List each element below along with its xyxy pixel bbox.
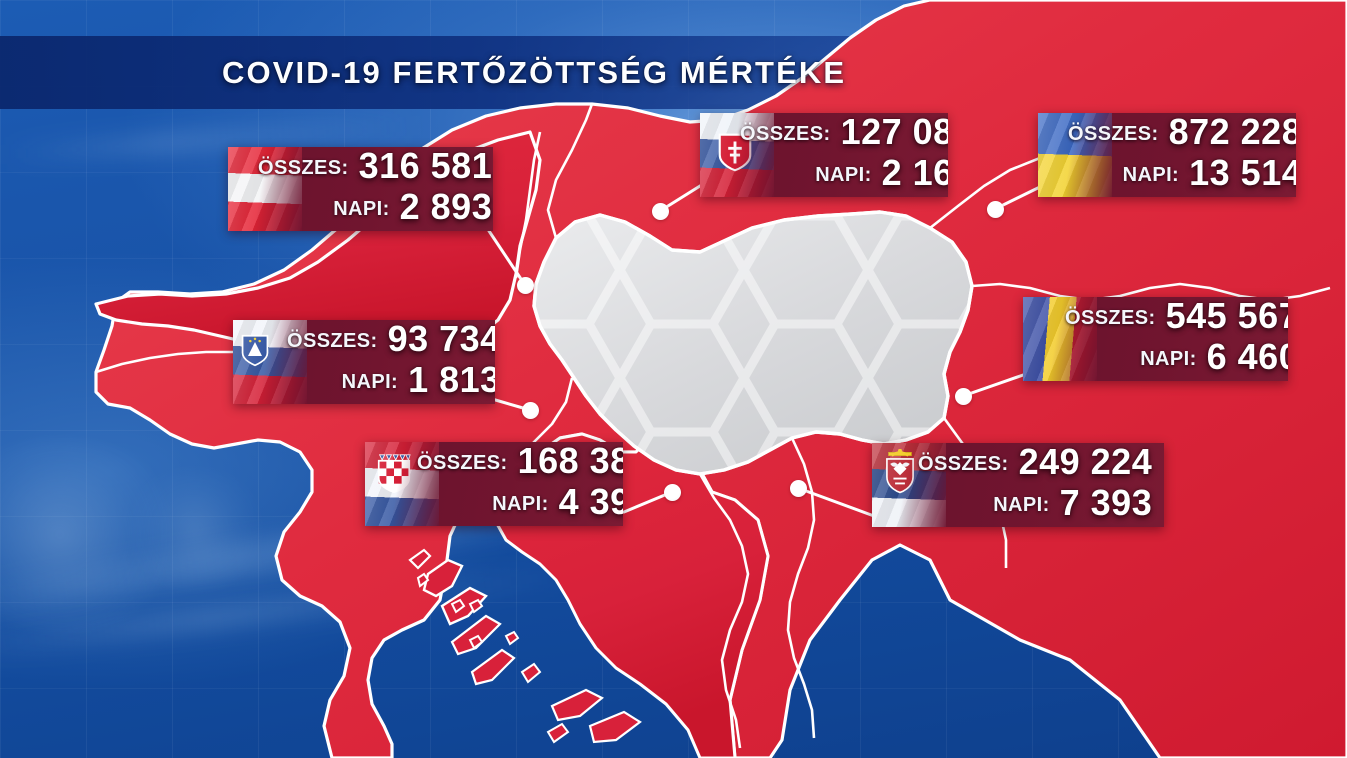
map-dot-slovakia[interactable] xyxy=(651,202,669,220)
connector-serbia xyxy=(796,486,876,518)
slovenia-crest-icon xyxy=(241,334,269,367)
page-title: COVID-19 FERTŐZÖTTSÉG MÉRTÉKE xyxy=(222,55,847,90)
daily-label-slovakia: NAPI: xyxy=(815,164,872,186)
daily-value-slovakia: 2 166 xyxy=(881,152,948,193)
total-label-austria: ÖSSZES: xyxy=(258,157,349,179)
total-label-slovenia: ÖSSZES: xyxy=(287,330,378,352)
daily-value-serbia: 7 393 xyxy=(1059,482,1153,523)
daily-label-serbia: NAPI: xyxy=(993,494,1050,516)
map-dot-slovenia[interactable] xyxy=(521,401,539,419)
info-box-slovakia[interactable]: ÖSSZES: 127 087 NAPI: 2 166 xyxy=(700,113,948,197)
total-label-serbia: ÖSSZES: xyxy=(918,453,1009,475)
connector-ukraine xyxy=(993,182,1048,211)
daily-value-slovenia: 1 813 xyxy=(408,359,495,400)
total-label-slovakia: ÖSSZES: xyxy=(740,123,831,145)
total-label-ukraine: ÖSSZES: xyxy=(1068,123,1159,145)
background-glow-3 xyxy=(120,470,270,590)
hungary-shape xyxy=(532,210,974,476)
total-value-austria: 316 581 xyxy=(358,147,493,186)
total-label-croatia: ÖSSZES: xyxy=(417,452,508,474)
flag-austria-icon xyxy=(228,147,302,231)
map-dot-austria[interactable] xyxy=(516,276,534,294)
map-dot-romania[interactable] xyxy=(954,387,972,405)
daily-value-ukraine: 13 514 xyxy=(1189,152,1296,193)
connector-romania xyxy=(961,372,1028,398)
daily-label-croatia: NAPI: xyxy=(492,493,549,515)
daily-label-slovenia: NAPI: xyxy=(341,371,399,393)
total-label-romania: ÖSSZES: xyxy=(1065,307,1156,329)
croatia-crest-icon xyxy=(377,454,411,493)
map-dot-ukraine[interactable] xyxy=(986,200,1004,218)
info-box-serbia[interactable]: ÖSSZES: 249 224 NAPI: 7 393 xyxy=(872,443,1164,527)
flag-serbia-icon xyxy=(872,443,946,527)
flag-romania-icon xyxy=(1023,297,1097,381)
flag-slovakia-icon xyxy=(700,113,774,197)
daily-value-austria: 2 893 xyxy=(399,186,493,227)
total-value-slovenia: 93 734 xyxy=(387,320,495,359)
total-value-croatia: 168 388 xyxy=(517,442,623,481)
connector-austria xyxy=(487,229,527,287)
info-box-romania[interactable]: ÖSSZES: 545 567 NAPI: 6 460 xyxy=(1023,297,1288,381)
total-value-ukraine: 872 228 xyxy=(1168,113,1296,152)
total-value-serbia: 249 224 xyxy=(1018,443,1153,482)
serbia-crest-icon xyxy=(886,449,914,494)
info-box-slovenia[interactable]: ÖSSZES: 93 734 NAPI: 1 813 xyxy=(233,320,495,404)
flag-croatia-icon xyxy=(365,442,439,526)
info-box-ukraine[interactable]: ÖSSZES: 872 228 NAPI: 13 514 xyxy=(1038,113,1296,197)
map-dot-serbia[interactable] xyxy=(789,479,807,497)
info-box-croatia[interactable]: ÖSSZES: 168 388 NAPI: 4 396 xyxy=(365,442,623,526)
info-box-austria[interactable]: ÖSSZES: 316 581 NAPI: 2 893 xyxy=(228,147,493,231)
total-value-romania: 545 567 xyxy=(1165,297,1288,336)
map-dot-croatia[interactable] xyxy=(663,483,681,501)
flag-ukraine-icon xyxy=(1038,113,1112,197)
daily-value-croatia: 4 396 xyxy=(558,481,623,522)
daily-label-romania: NAPI: xyxy=(1140,348,1197,370)
daily-label-austria: NAPI: xyxy=(333,198,390,220)
flag-slovenia-icon xyxy=(233,320,307,404)
daily-value-romania: 6 460 xyxy=(1206,336,1288,377)
daily-label-ukraine: NAPI: xyxy=(1122,164,1180,186)
total-value-slovakia: 127 087 xyxy=(840,113,948,152)
